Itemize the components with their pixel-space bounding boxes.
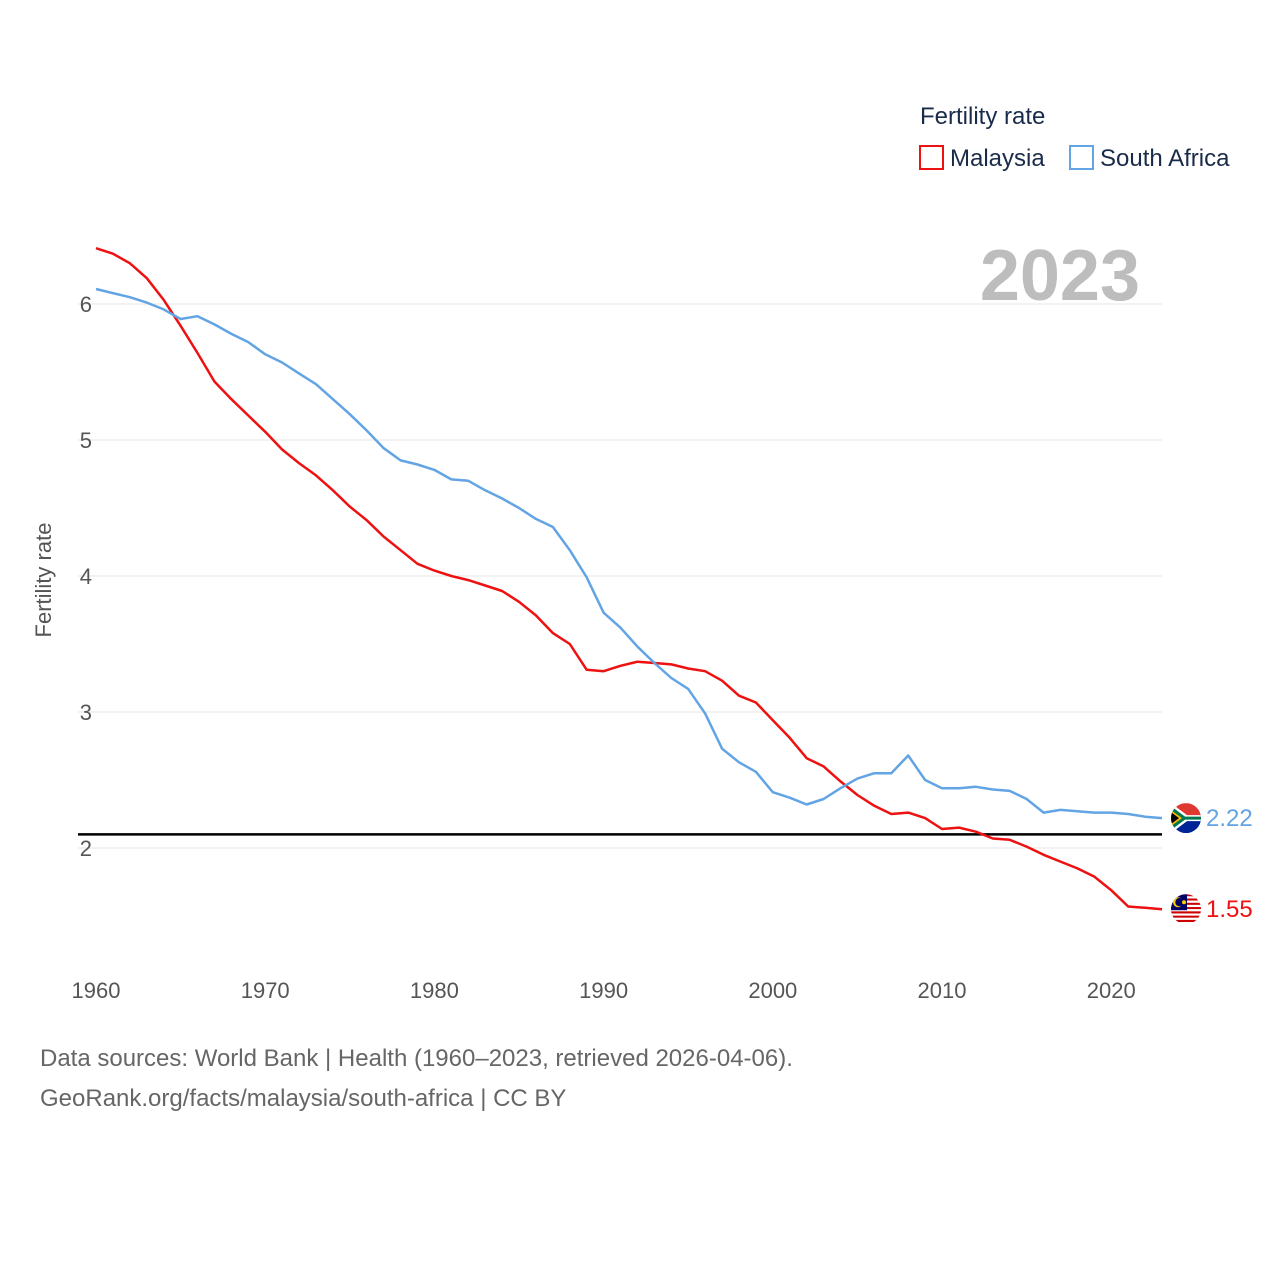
y-axis-label: Fertility rate	[31, 523, 56, 638]
x-tick-label-2000: 2000	[748, 978, 797, 1003]
south-africa-flag-icon	[1171, 803, 1201, 834]
legend-label-south-africa: South Africa	[1100, 145, 1230, 172]
legend-title: Fertility rate	[920, 103, 1045, 130]
legend-swatch-malaysia	[919, 145, 944, 170]
x-tick-label-2010: 2010	[918, 978, 967, 1003]
y-tick-label-2: 2	[80, 836, 92, 861]
series-lines	[95, 247, 1163, 911]
end-value-label-south-africa: 2.22	[1206, 805, 1253, 832]
y-axis-ticks: 2 3 4 5 6	[80, 292, 92, 861]
x-tick-label-1980: 1980	[410, 978, 459, 1003]
legend-swatch-south-africa	[1069, 145, 1094, 170]
y-tick-label-3: 3	[80, 700, 92, 725]
x-tick-label-2020: 2020	[1087, 978, 1136, 1003]
malaysia-flag-icon	[1171, 894, 1201, 925]
x-tick-label-1970: 1970	[241, 978, 290, 1003]
x-tick-label-1960: 1960	[72, 978, 121, 1003]
fertility-rate-chart: 2 3 4 5 6 1960 1970 1980 1990 2000 2010 2020 1.55 2…	[31, 103, 1253, 1003]
end-labels: 1.55 2.22	[1171, 803, 1253, 925]
y-tick-label-4: 4	[80, 564, 92, 589]
current-year-label: 2023	[980, 236, 1140, 316]
series-line-south-africa[interactable]	[95, 287, 1163, 820]
legend-item-malaysia[interactable]: Malaysia	[919, 145, 1045, 172]
gridlines	[78, 303, 1162, 849]
legend-label-malaysia: Malaysia	[950, 145, 1045, 172]
series-line-malaysia[interactable]	[95, 247, 1163, 911]
footer-sources: Data sources: World Bank | Health (1960–…	[40, 1045, 793, 1072]
legend: Fertility rate Malaysia South Africa	[919, 103, 1230, 172]
end-value-label-malaysia: 1.55	[1206, 896, 1253, 923]
x-tick-label-1990: 1990	[579, 978, 628, 1003]
x-axis-ticks: 1960 1970 1980 1990 2000 2010 2020	[72, 978, 1136, 1003]
legend-item-south-africa[interactable]: South Africa	[1069, 145, 1230, 172]
y-tick-label-6: 6	[80, 292, 92, 317]
y-tick-label-5: 5	[80, 428, 92, 453]
footer-link[interactable]: GeoRank.org/facts/malaysia/south-africa …	[40, 1085, 567, 1112]
